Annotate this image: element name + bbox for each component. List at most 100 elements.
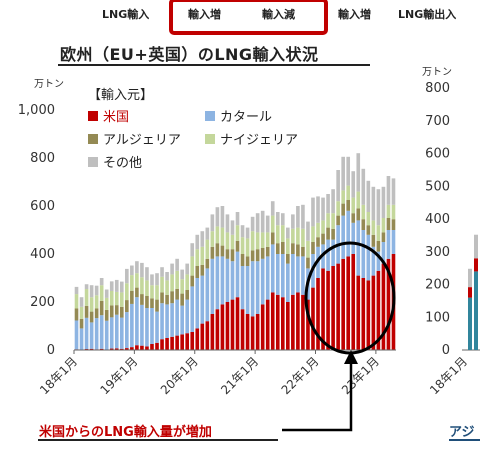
bar-segment xyxy=(235,225,240,241)
right-y-tick-label: 500 xyxy=(425,179,450,194)
bar-segment xyxy=(114,305,119,315)
y-tick-label: 400 xyxy=(30,247,55,262)
bar-segment xyxy=(195,328,200,350)
right-bar-segment xyxy=(468,297,472,350)
bar-segment xyxy=(94,318,99,350)
bar-segment xyxy=(160,303,164,340)
tab-highlight-frame xyxy=(169,0,328,35)
title-underline xyxy=(58,64,370,66)
bar-segment xyxy=(381,186,386,218)
bar-segment xyxy=(326,227,330,240)
bar-segment xyxy=(185,290,190,300)
legend-label: その他 xyxy=(103,156,142,171)
bar-segment xyxy=(175,258,179,271)
bar-segment xyxy=(200,246,205,265)
tab-import-increase[interactable]: 輸入増 xyxy=(188,8,221,21)
legend-swatch xyxy=(88,134,98,144)
right-y-tick-label: 300 xyxy=(425,245,450,260)
bar-segment xyxy=(255,232,260,250)
bar-segment xyxy=(265,256,270,300)
bar-segment xyxy=(190,286,195,332)
bar-segment xyxy=(84,289,89,306)
bar-segment xyxy=(104,309,109,321)
bar-segment xyxy=(89,285,94,298)
bar-segment xyxy=(250,316,255,350)
bar-segment xyxy=(195,266,200,278)
bar-segment xyxy=(220,256,225,305)
bar-segment xyxy=(119,281,124,293)
bar-segment xyxy=(265,299,270,350)
bar-segment xyxy=(316,196,320,223)
y-unit-right: 万トン xyxy=(422,67,452,78)
callout-arrow-head xyxy=(344,350,358,364)
tab-lng-import[interactable]: LNG輸入 xyxy=(102,8,150,21)
right-y-tick-label: 400 xyxy=(425,212,450,227)
bar-segment xyxy=(205,239,210,259)
bar-segment xyxy=(215,226,220,244)
bar-segment xyxy=(291,243,295,254)
bar-segment xyxy=(336,263,340,350)
bar-segment xyxy=(250,250,255,262)
bar-segment xyxy=(265,232,270,247)
bar-segment xyxy=(99,285,104,301)
bar-segment xyxy=(140,277,144,295)
bar-segment xyxy=(240,309,245,350)
bar-segment xyxy=(366,212,371,226)
bar-segment xyxy=(361,204,366,220)
bar-segment xyxy=(371,220,376,235)
x-tick-label: 19年1月 xyxy=(97,354,140,397)
bar-segment xyxy=(346,185,351,200)
tab-lng-export-import[interactable]: LNG輸出入 xyxy=(398,8,457,21)
bar-segment xyxy=(351,254,356,350)
bar-segment xyxy=(79,318,84,329)
right-bar-segment xyxy=(474,234,478,259)
bar-segment xyxy=(306,257,310,269)
bar-segment xyxy=(155,273,159,286)
bar-segment xyxy=(104,289,109,298)
chart-title: 欧州（EU+英国）のLNG輸入状況 xyxy=(60,45,319,64)
bar-segment xyxy=(235,297,240,350)
x-tick-label: 21年1月 xyxy=(218,354,261,397)
bar-segment xyxy=(165,280,169,295)
tab-import-increase-2[interactable]: 輸入増 xyxy=(338,8,371,21)
bar-segment xyxy=(250,216,255,232)
right-y-tick-label: 100 xyxy=(425,310,450,325)
bar-segment xyxy=(270,215,275,233)
bar-segment xyxy=(361,230,366,278)
bar-segment xyxy=(291,228,295,244)
tab-import-decrease[interactable]: 輸入減 xyxy=(262,8,295,21)
bar-segment xyxy=(326,213,330,228)
bar-segment xyxy=(89,297,94,312)
bar-segment xyxy=(376,225,381,241)
bar-segment xyxy=(371,234,376,247)
right-y-tick-label: 800 xyxy=(425,81,450,96)
bar-segment xyxy=(210,214,215,232)
bar-segment xyxy=(230,249,235,262)
bar-segment xyxy=(104,297,109,310)
bar-segment xyxy=(135,261,139,274)
bar-segment xyxy=(235,240,240,252)
bar-segment xyxy=(381,242,386,264)
bar-segment xyxy=(230,234,235,250)
bar-segment xyxy=(215,243,220,257)
bar-segment xyxy=(135,273,139,288)
bar-segment xyxy=(200,275,205,324)
bar-segment xyxy=(240,225,245,238)
bar-segment xyxy=(391,219,396,230)
x-tick-label: 18年1月 xyxy=(37,354,80,397)
bar-segment xyxy=(275,212,280,226)
bar-segment xyxy=(361,278,366,350)
bar-segment xyxy=(130,265,134,276)
bar-segment xyxy=(79,328,84,350)
bar-segment xyxy=(346,210,351,257)
bar-segment xyxy=(145,346,149,350)
bar-segment xyxy=(74,286,79,295)
bar-segment xyxy=(210,258,215,314)
bar-segment xyxy=(155,285,159,300)
bar-segment xyxy=(245,314,250,350)
bar-segment xyxy=(341,215,345,259)
right-bar-segment xyxy=(468,287,472,298)
bar-segment xyxy=(235,212,240,226)
bar-segment xyxy=(140,294,144,305)
bar-segment xyxy=(160,339,164,350)
